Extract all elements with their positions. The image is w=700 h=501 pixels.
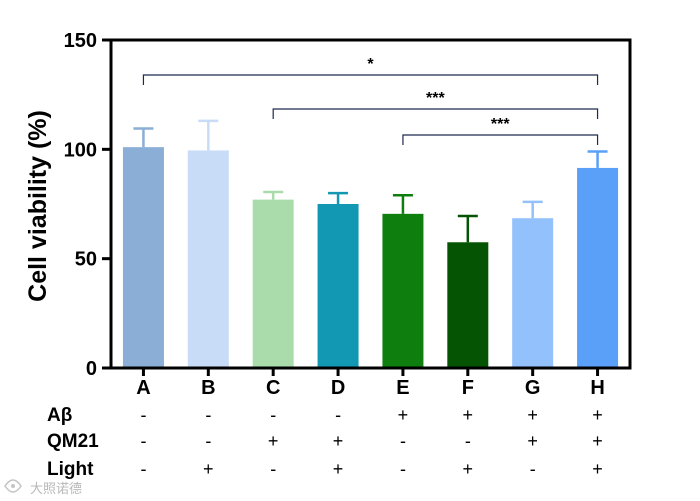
treatment-sign: - <box>530 459 536 479</box>
x-tick-label-G: G <box>525 377 541 399</box>
treatment-sign: + <box>592 405 603 425</box>
x-tick-label-A: A <box>136 377 150 399</box>
significance-bracket-E-H <box>402 134 599 145</box>
x-tick-label-B: B <box>201 377 215 399</box>
y-tick-label: 100 <box>64 139 97 161</box>
significance-bracket-C-H <box>272 108 599 119</box>
treatment-sign: + <box>592 459 603 479</box>
treatment-sign: - <box>140 431 146 451</box>
bar-F <box>447 242 489 368</box>
y-tick-label: 0 <box>86 358 97 380</box>
treatment-label: Aβ <box>47 405 72 426</box>
x-tick-label-D: D <box>331 377 345 399</box>
watermark-logo-icon <box>4 479 22 493</box>
treatment-sign: + <box>268 431 279 451</box>
bar-E <box>382 213 424 368</box>
significance-label-A-H: * <box>367 56 374 73</box>
bar-C <box>252 199 294 368</box>
y-tick-label: 150 <box>64 30 97 52</box>
treatment-sign: + <box>527 405 538 425</box>
treatment-sign: + <box>463 405 474 425</box>
treatment-sign: - <box>140 459 146 479</box>
bars <box>122 147 619 368</box>
x-tick-label-C: C <box>266 377 280 399</box>
treatment-sign: - <box>400 431 406 451</box>
treatment-sign: + <box>463 459 474 479</box>
treatment-sign: - <box>400 459 406 479</box>
treatment-sign: - <box>205 431 211 451</box>
bar-D <box>317 204 359 368</box>
axes: 0 50 100 150 A B C D E F G H <box>64 30 632 399</box>
treatment-sign: + <box>592 431 603 451</box>
bar-G <box>512 218 554 368</box>
y-tick-label: 50 <box>75 249 97 271</box>
bar-A <box>122 147 164 368</box>
treatment-sign: + <box>333 459 344 479</box>
x-tick-label-E: E <box>396 377 409 399</box>
significance-bracket-A-H <box>142 74 599 85</box>
treatment-sign: + <box>203 459 214 479</box>
x-tick-label-H: H <box>590 377 604 399</box>
x-tick-label-F: F <box>462 377 474 399</box>
treatment-sign: - <box>335 405 341 425</box>
significance-label-C-H: *** <box>426 90 445 107</box>
y-axis-label: Cell viability (%) <box>24 110 52 302</box>
significance-label-E-H: *** <box>491 116 510 133</box>
treatment-table: Aβ - - - - + + + + QM21 - - + + - - + + Light - + - + - + - + <box>47 405 603 480</box>
treatment-sign: - <box>205 405 211 425</box>
watermark-text: 大照诺德 <box>30 482 82 497</box>
treatment-sign: - <box>465 431 471 451</box>
significance-brackets: ******* <box>142 56 599 145</box>
bar-B <box>187 150 229 368</box>
treatment-sign: + <box>527 431 538 451</box>
treatment-sign: + <box>333 431 344 451</box>
treatment-sign: + <box>398 405 409 425</box>
treatment-label: QM21 <box>47 431 99 452</box>
treatment-sign: - <box>270 405 276 425</box>
bar-H <box>577 167 619 368</box>
treatment-sign: - <box>270 459 276 479</box>
treatment-label: Light <box>47 459 94 480</box>
treatment-sign: - <box>140 405 146 425</box>
error-bars <box>133 119 608 243</box>
